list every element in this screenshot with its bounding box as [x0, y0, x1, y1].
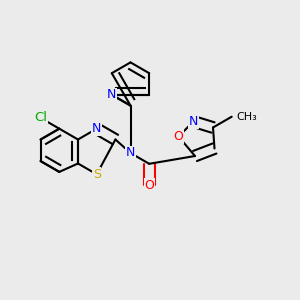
Text: Cl: Cl: [34, 111, 47, 124]
Text: O: O: [174, 130, 183, 143]
Text: O: O: [144, 179, 154, 192]
Text: CH₃: CH₃: [236, 112, 257, 122]
Text: N: N: [107, 88, 116, 101]
Text: S: S: [93, 168, 101, 181]
Text: N: N: [189, 115, 198, 128]
Text: N: N: [92, 122, 101, 135]
Text: N: N: [126, 146, 135, 160]
